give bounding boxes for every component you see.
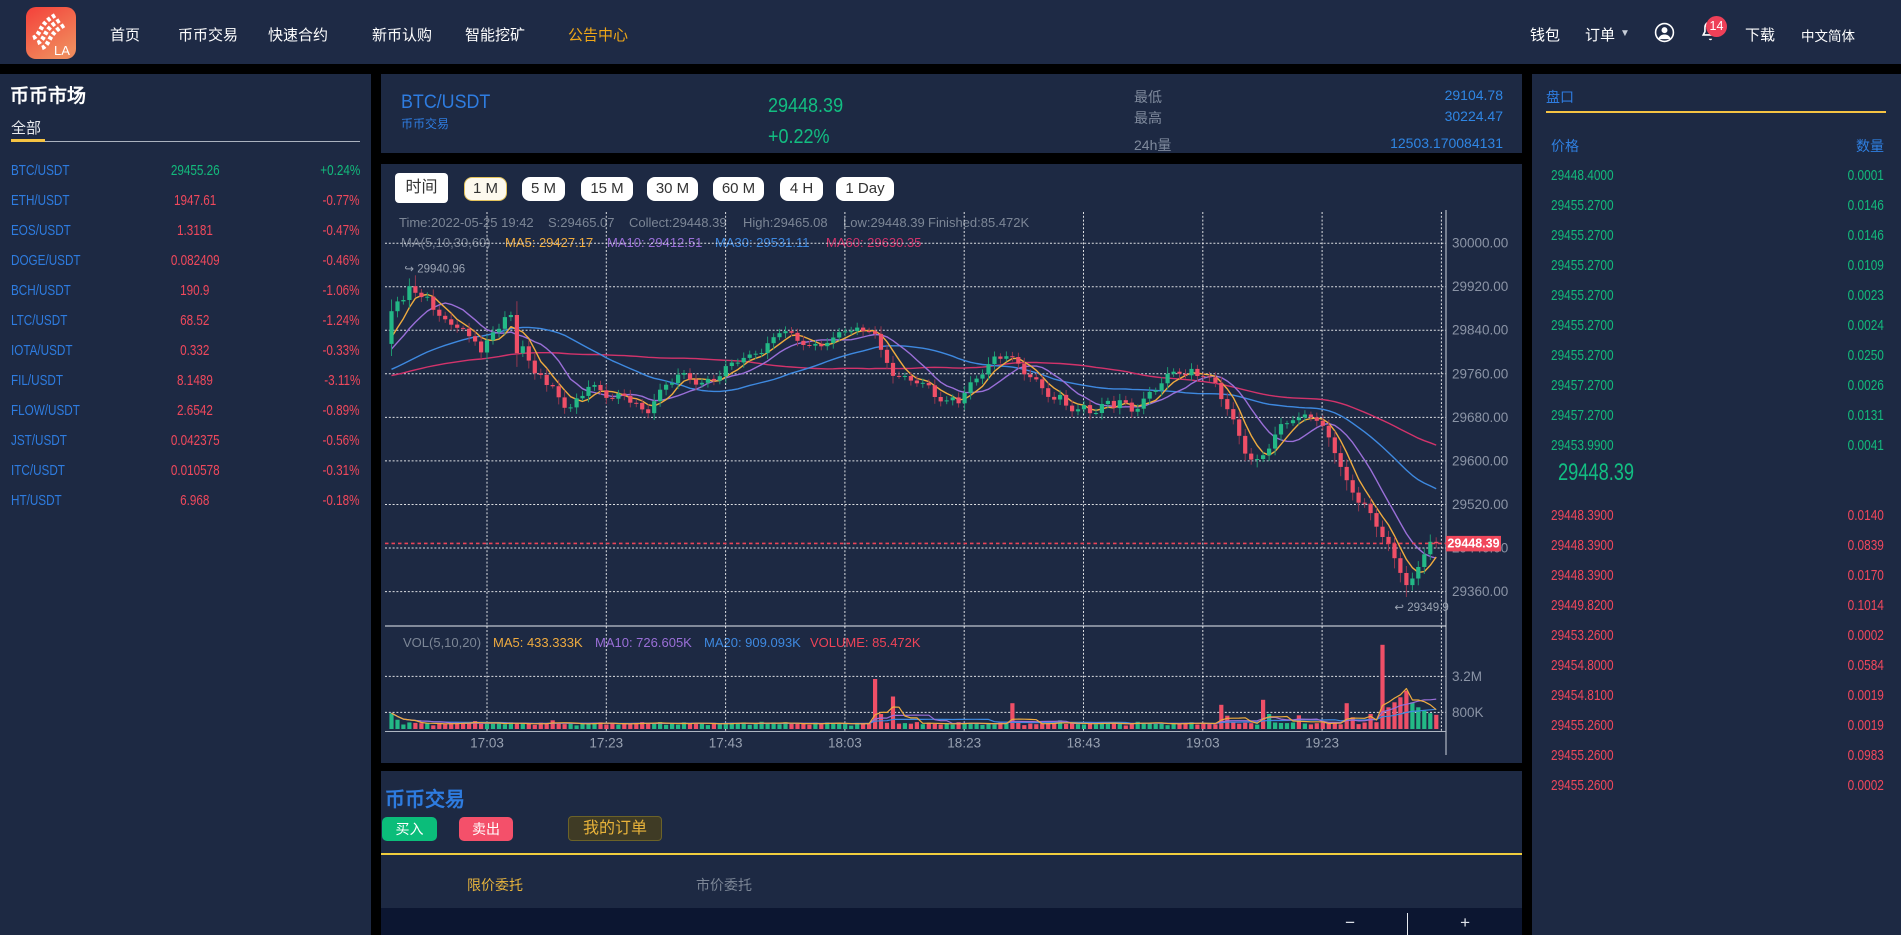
- svg-text:29840.00: 29840.00: [1452, 323, 1508, 338]
- svg-text:LA: LA: [54, 43, 70, 58]
- svg-text:800K: 800K: [1452, 705, 1484, 720]
- svg-text:17:43: 17:43: [709, 736, 743, 751]
- svg-text:3.2M: 3.2M: [1452, 669, 1482, 684]
- svg-text:30000.00: 30000.00: [1452, 236, 1508, 251]
- svg-text:19:23: 19:23: [1305, 736, 1339, 751]
- svg-text:29520.00: 29520.00: [1452, 497, 1508, 512]
- svg-text:17:03: 17:03: [470, 736, 504, 751]
- svg-text:19:03: 19:03: [1186, 736, 1220, 751]
- svg-text:↩ 29349.9: ↩ 29349.9: [1394, 602, 1448, 614]
- svg-text:29680.00: 29680.00: [1452, 410, 1508, 425]
- svg-text:18:43: 18:43: [1067, 736, 1101, 751]
- svg-text:29760.00: 29760.00: [1452, 366, 1508, 381]
- svg-text:29448.39: 29448.39: [1447, 537, 1499, 551]
- svg-text:↪ 29940.96: ↪ 29940.96: [404, 263, 465, 275]
- svg-text:18:23: 18:23: [947, 736, 981, 751]
- svg-text:17:23: 17:23: [589, 736, 623, 751]
- svg-text:29920.00: 29920.00: [1452, 279, 1508, 294]
- svg-text:29360.00: 29360.00: [1452, 584, 1508, 599]
- svg-text:18:03: 18:03: [828, 736, 862, 751]
- svg-text:29600.00: 29600.00: [1452, 453, 1508, 468]
